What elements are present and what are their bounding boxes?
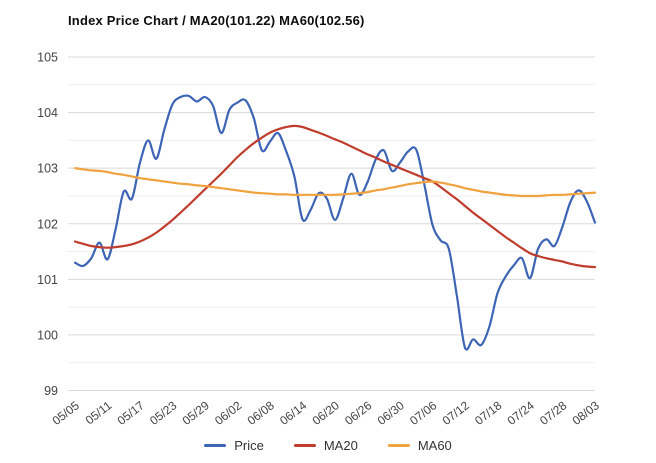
x-axis-tick-label: 05/11 — [83, 398, 115, 427]
y-axis-tick-label: 103 — [37, 162, 58, 176]
legend-marker-ma20-icon — [293, 444, 316, 447]
y-axis-tick-label: 101 — [37, 273, 58, 287]
x-axis-tick-label: 07/12 — [440, 398, 473, 428]
legend-item-ma20[interactable]: MA20 — [293, 438, 358, 453]
legend-marker-ma60-icon — [387, 444, 410, 447]
x-axis-tick-label: 06/14 — [277, 398, 310, 428]
chart-legend: Price MA20 MA60 — [0, 438, 656, 453]
legend-item-ma60[interactable]: MA60 — [387, 438, 452, 453]
y-axis-tick-label: 100 — [37, 328, 58, 342]
legend-label-ma60: MA60 — [417, 438, 452, 453]
line-chart-plot: 99 100 101 102 103 104 105 05/05 05/11 05/17 05/23… — [37, 51, 603, 428]
y-axis-tick-label: 104 — [37, 106, 58, 120]
x-axis-tick-label: 06/02 — [212, 398, 245, 428]
x-axis-tick-label: 05/05 — [50, 398, 83, 428]
y-axis-tick-label: 105 — [37, 51, 58, 65]
series-line-price — [73, 94, 597, 351]
legend-marker-price-icon — [204, 444, 227, 447]
x-axis-tick-label: 07/28 — [537, 398, 570, 428]
x-axis-tick-label: 07/24 — [505, 398, 538, 428]
x-axis-tick-label: 05/29 — [180, 398, 213, 428]
y-axis-tick-label: 102 — [37, 217, 58, 231]
x-axis-tick-label: 05/17 — [115, 398, 148, 428]
x-axis-tick-label: 08/03 — [570, 398, 603, 428]
x-axis-tick-label: 06/08 — [245, 398, 278, 428]
legend-label-ma20: MA20 — [323, 438, 358, 453]
x-axis-tick-label: 06/20 — [310, 398, 343, 428]
x-axis-tick-label: 07/06 — [407, 398, 440, 428]
legend-label-price: Price — [234, 438, 264, 453]
series-line-ma60 — [73, 167, 597, 198]
x-axis-tick-label: 06/26 — [342, 398, 375, 428]
y-axis-tick-label: 99 — [44, 384, 58, 398]
x-axis-tick-label: 06/30 — [375, 398, 408, 428]
x-axis-tick-label: 05/23 — [147, 398, 180, 428]
series-line-ma20 — [73, 124, 597, 269]
chart-title: Index Price Chart / MA20(101.22) MA60(10… — [68, 13, 365, 28]
x-axis-tick-label: 07/18 — [472, 398, 505, 428]
legend-item-price[interactable]: Price — [204, 438, 264, 453]
